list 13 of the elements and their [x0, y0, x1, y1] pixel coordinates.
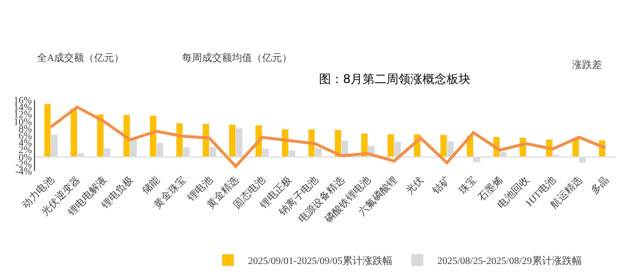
x-tick-label: 钴矿 — [429, 174, 453, 198]
text: 每周成交额均值（亿元） — [182, 52, 292, 64]
text: 涨跌差 — [572, 59, 602, 71]
legend-label: 2025/09/01-2025/09/05累计涨跌幅 — [248, 254, 392, 267]
x-tick-label: 多晶 — [588, 174, 612, 197]
y-tick-label: -4% — [15, 166, 32, 178]
legend-label: 2025/08/25-2025/08/29累计涨跌幅 — [437, 254, 582, 267]
chart-title: 图：8月第二周领涨概念板块 — [319, 72, 471, 86]
x-tick-label: 储能 — [140, 174, 162, 197]
text: 全A成交额（亿元） — [37, 52, 124, 64]
x-tick-label: 珠宝 — [456, 174, 480, 197]
x-tick-label: 光伏 — [404, 174, 426, 197]
line-series — [49, 106, 607, 168]
